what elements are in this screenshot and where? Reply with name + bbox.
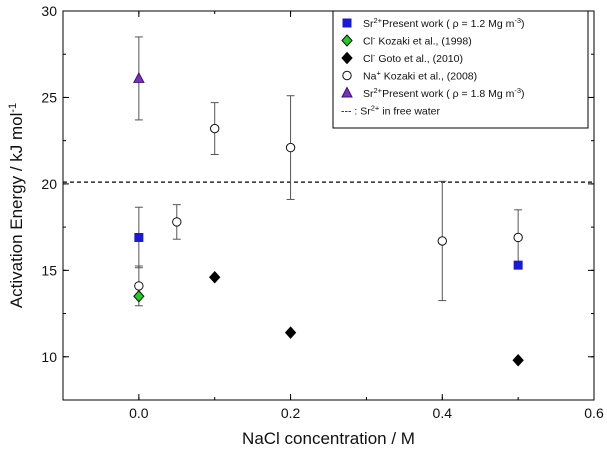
x-tick-label: 0.2: [281, 405, 301, 421]
legend: Sr2+Present work ( ρ = 1.2 Mg m-3) Cl- Ko…: [332, 10, 589, 129]
legend-marker-circle: [342, 70, 352, 81]
data-point-diamond: [284, 326, 297, 339]
legend-marker-square: [342, 18, 352, 28]
data-point-diamond: [209, 271, 221, 284]
x-axis-title: NaCl concentration / M: [242, 429, 415, 448]
legend-marker-diamond: [341, 34, 353, 47]
data-point-circle: [285, 142, 296, 153]
data-point-circle: [172, 217, 182, 227]
data-point-diamond: [133, 290, 145, 303]
legend-marker-triangle: [341, 86, 353, 98]
data-point-diamond: [512, 353, 524, 367]
legend-entry-label: Cl- Goto et al., (2010): [363, 51, 463, 65]
y-tick-label: 15: [41, 262, 57, 278]
data-point-circle: [210, 123, 220, 134]
x-tick-label: 0.6: [584, 405, 604, 421]
legend-entry-label: Sr2+Present work ( ρ = 1.8 Mg m-3): [363, 86, 525, 100]
y-tick-label: 25: [41, 89, 57, 105]
y-tick-label: 10: [41, 349, 57, 365]
legend-entry-label: Na+ Kozaki et al., (2008): [363, 69, 477, 83]
legend-entry-label: Cl- Kozaki et al., (1998): [363, 34, 472, 48]
data-point-circle: [134, 281, 144, 291]
y-axis-title: Activation Energy / kJ mol-1: [7, 103, 26, 308]
x-tick-label: 0.4: [433, 405, 453, 421]
data-point-circle: [437, 236, 447, 246]
x-tick-label: 0.0: [129, 405, 149, 421]
axes-layer: 0.0 0.2 0.4 0.6 10 15 20 25 30: [41, 3, 604, 421]
y-tick-label: 20: [41, 176, 57, 192]
legend-marker-diamond: [341, 51, 353, 65]
plot-frame: [62, 10, 595, 401]
legend-box: [332, 10, 589, 129]
data-point-triangle: [133, 71, 145, 83]
y-tick-label: 30: [41, 3, 57, 19]
data-point-square: [134, 232, 144, 242]
data-point-square: [513, 260, 523, 270]
data-point-circle: [513, 232, 523, 243]
legend-reference-label: --- : Sr2+ in free water: [341, 104, 441, 118]
legend-entry-label: Sr2+Present work ( ρ = 1.2 Mg m-3): [363, 16, 525, 30]
marker-layer: [133, 71, 524, 367]
